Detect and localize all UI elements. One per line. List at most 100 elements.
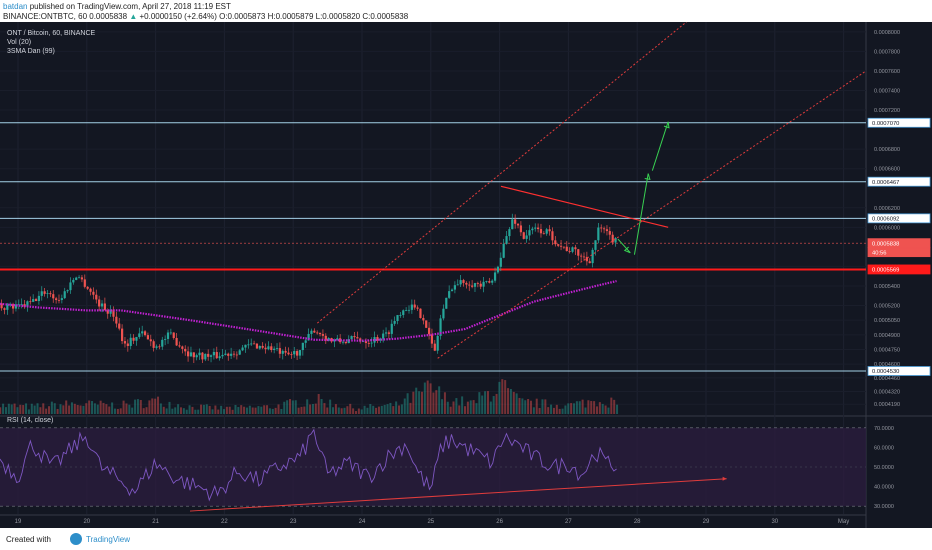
candle-body [100,303,104,307]
volume-bar [179,407,182,414]
candle-body [178,345,181,347]
x-tick-label: 24 [359,519,366,525]
volume-bar [205,404,208,414]
candle-body [126,343,129,346]
volume-bar [518,397,521,414]
volume-bar [39,407,42,414]
footer: Created with TradingView [0,528,932,550]
candle-body [402,310,405,315]
publish-info: batdan published on TradingView.com, Apr… [3,2,231,11]
volume-bar [174,407,177,414]
candle-body [232,353,236,355]
volume-bar [323,403,326,414]
candle-body [416,307,419,309]
volume-bar [234,404,237,414]
candle-body [26,301,29,307]
volume-bar [314,403,317,414]
candle-body [425,320,428,328]
candle-body [0,303,3,309]
candle-body [195,355,198,358]
candle-body [508,229,511,237]
candle-body [502,243,505,258]
volume-bar [288,399,291,414]
volume-bar [223,409,226,414]
candle-body [135,337,138,341]
volume-bar [532,407,535,414]
tradingview-link[interactable]: TradingView [86,535,131,544]
candle-body [189,352,193,357]
volume-bar [208,405,211,414]
candle-body [34,299,38,302]
candle-body [602,228,606,230]
y-tick-label: 0.0006600 [874,167,900,173]
volume-bar [584,407,587,414]
volume-bar [552,407,555,414]
volume-bar [30,403,33,414]
candle-body [6,304,9,310]
volume-bar [420,391,423,414]
volume-bar [366,407,369,414]
candle-body [109,309,112,314]
candle-body [396,315,399,321]
volume-bar [392,406,395,414]
candle-body [439,318,442,336]
volume-bar [441,399,444,414]
y-tick-label: 0.0006200 [874,206,900,212]
volume-bar [326,407,329,414]
candle-body [519,225,522,233]
chart-area[interactable]: 19 20 21 22 23 24 25 26 27 28 29 30 May 0.0008000 0.00… [0,22,932,528]
volume-bar [567,403,570,414]
volume-bar [438,386,441,414]
candle-body [172,332,175,338]
volume-bar [45,408,48,414]
volume-bar [157,396,160,414]
candle-body [284,350,287,353]
price-chart[interactable]: 19 20 21 22 23 24 25 26 27 28 29 30 May 0.0008000 0.00… [0,22,932,528]
price-label-text: 0.0005569 [872,268,899,274]
candle-body [353,336,356,338]
tradingview-logo-icon [70,533,82,545]
volume-bar [202,404,205,414]
candle-body [333,339,336,342]
candle-body [537,227,540,230]
candle-body [267,346,270,350]
volume-bar [535,398,538,414]
volume-bar [564,405,567,414]
candle-body [336,338,339,340]
candle-body [482,281,485,287]
volume-bar [587,400,590,414]
candle-body [614,237,617,243]
candle-body [230,353,233,356]
volume-bar [461,396,464,414]
x-tick-label: May [838,519,849,525]
volume-bar [142,408,145,414]
volume-bar [50,401,53,414]
candle-body [304,340,307,343]
candle-body [92,291,95,295]
x-tick-label: 26 [496,519,503,525]
volume-bar [340,408,343,414]
candle-body [192,352,195,358]
candle-body [514,219,517,224]
candle-body [327,338,330,341]
candle-body [330,338,333,342]
volume-bar [329,399,332,414]
volume-bar [225,406,228,414]
candle-body [453,285,457,290]
candle-body [227,353,230,356]
candle-body [545,229,548,234]
author-link[interactable]: batdan [3,2,28,11]
volume-bar [455,398,458,414]
volume-bar [0,407,2,414]
candle-body [121,328,124,342]
created-with-text: Created with [6,535,51,544]
volume-bar [512,391,515,414]
candle-body [164,338,167,340]
volume-bar [99,400,102,414]
candle-body [611,234,614,243]
volume-bar [220,405,223,414]
candle-body [321,334,325,336]
candle-body [301,342,304,351]
channel-lower-line [437,70,867,359]
volume-bar [27,409,30,414]
